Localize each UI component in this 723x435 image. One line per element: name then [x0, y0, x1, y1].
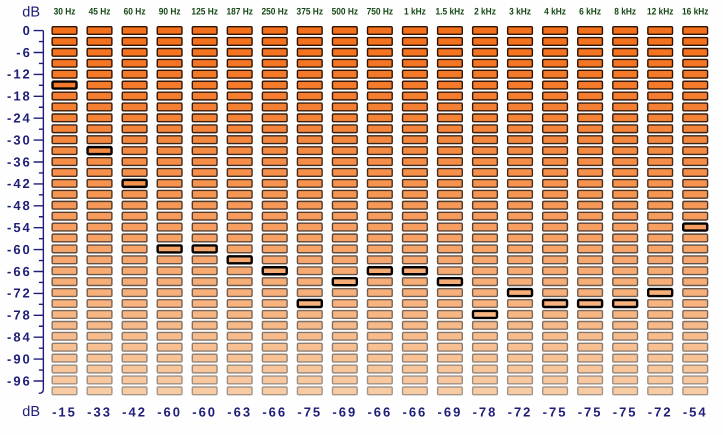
svg-text:-18: -18 — [7, 89, 32, 104]
svg-text:-36: -36 — [7, 154, 32, 169]
svg-text:-75: -75 — [578, 405, 603, 420]
svg-text:dB: dB — [22, 5, 40, 21]
svg-text:45 Hz: 45 Hz — [89, 7, 111, 18]
svg-text:-96: -96 — [7, 373, 32, 388]
svg-text:187 Hz: 187 Hz — [226, 7, 253, 18]
svg-text:-6: -6 — [16, 45, 32, 60]
svg-text:-66: -66 — [262, 405, 287, 420]
svg-text:-60: -60 — [157, 405, 182, 420]
svg-text:0: 0 — [23, 23, 32, 38]
svg-text:12 kHz: 12 kHz — [647, 7, 674, 18]
svg-text:-48: -48 — [7, 198, 32, 213]
svg-text:6 kHz: 6 kHz — [579, 7, 601, 18]
svg-text:-72: -72 — [648, 405, 673, 420]
svg-text:8 kHz: 8 kHz — [614, 7, 636, 18]
svg-text:500 Hz: 500 Hz — [332, 7, 359, 18]
svg-text:-12: -12 — [7, 67, 32, 82]
svg-text:-54: -54 — [7, 220, 32, 235]
svg-text:-24: -24 — [7, 111, 32, 126]
svg-text:-78: -78 — [7, 308, 32, 323]
svg-text:-42: -42 — [7, 176, 32, 191]
svg-text:-60: -60 — [7, 242, 32, 257]
svg-text:-72: -72 — [7, 286, 32, 301]
svg-text:-84: -84 — [7, 330, 32, 345]
svg-text:-42: -42 — [122, 405, 147, 420]
svg-text:-90: -90 — [7, 351, 32, 366]
svg-text:4 kHz: 4 kHz — [544, 7, 566, 18]
svg-text:1 kHz: 1 kHz — [404, 7, 426, 18]
svg-text:1.5 kHz: 1.5 kHz — [436, 7, 465, 18]
svg-text:-78: -78 — [473, 405, 498, 420]
svg-text:-69: -69 — [332, 405, 357, 420]
svg-text:-66: -66 — [7, 264, 32, 279]
svg-text:-63: -63 — [227, 405, 252, 420]
svg-text:750 Hz: 750 Hz — [367, 7, 394, 18]
svg-text:250 Hz: 250 Hz — [261, 7, 288, 18]
svg-text:2 kHz: 2 kHz — [474, 7, 496, 18]
svg-text:-15: -15 — [52, 405, 77, 420]
svg-text:125 Hz: 125 Hz — [191, 7, 218, 18]
svg-text:-75: -75 — [543, 405, 568, 420]
svg-text:375 Hz: 375 Hz — [297, 7, 324, 18]
svg-text:-72: -72 — [508, 405, 533, 420]
svg-text:-60: -60 — [192, 405, 217, 420]
svg-text:90 Hz: 90 Hz — [159, 7, 181, 18]
svg-text:-66: -66 — [403, 405, 428, 420]
svg-text:-54: -54 — [683, 405, 708, 420]
svg-text:60 Hz: 60 Hz — [124, 7, 146, 18]
svg-text:-33: -33 — [87, 405, 112, 420]
svg-text:-69: -69 — [438, 405, 463, 420]
svg-text:-75: -75 — [613, 405, 638, 420]
svg-text:-75: -75 — [297, 405, 322, 420]
svg-text:3 kHz: 3 kHz — [509, 7, 531, 18]
svg-text:dB: dB — [22, 404, 40, 420]
svg-text:-30: -30 — [7, 132, 32, 147]
svg-text:16 kHz: 16 kHz — [682, 7, 709, 18]
svg-text:-66: -66 — [367, 405, 392, 420]
svg-text:30 Hz: 30 Hz — [54, 7, 76, 18]
